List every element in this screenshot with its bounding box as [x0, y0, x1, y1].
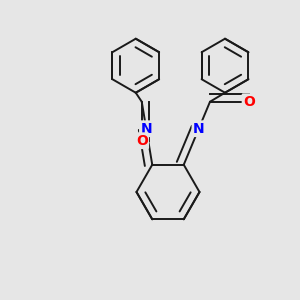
Text: O: O [243, 95, 255, 109]
Text: N: N [140, 122, 152, 136]
Text: O: O [136, 134, 148, 148]
Text: N: N [193, 122, 205, 136]
